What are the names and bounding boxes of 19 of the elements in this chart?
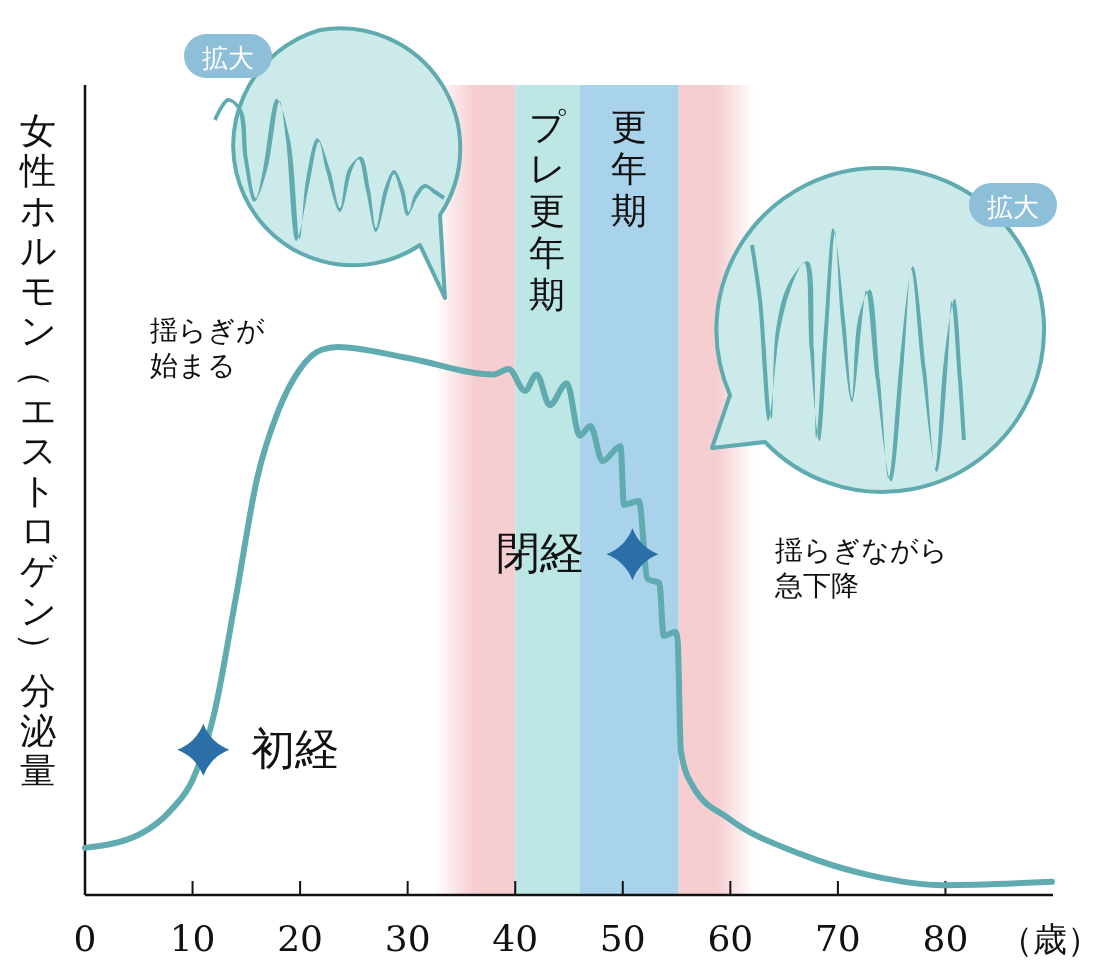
text: 拡大: [987, 192, 1039, 222]
x-tick-label: 30: [384, 918, 431, 959]
x-tick-label: 60: [707, 918, 754, 959]
x-tick-label: 40: [492, 918, 539, 959]
x-axis-title: （歳）: [999, 919, 1101, 959]
x-tick-label: 0: [73, 918, 97, 959]
text: 拡大: [202, 43, 254, 73]
annotation: 揺らぎが始まる: [150, 314, 265, 382]
annotation: 揺らぎながら急下降: [774, 534, 948, 602]
annotation: 閉経: [496, 527, 585, 579]
x-tick-label: 80: [922, 918, 969, 959]
band-label: プレ更年期: [529, 105, 567, 315]
x-tick-label: 10: [169, 918, 216, 959]
text: 女性ホルモン（エストロゲン）分泌量: [16, 109, 58, 791]
x-tick-label: 70: [814, 918, 861, 959]
band-label: 更年期: [611, 105, 648, 231]
x-tick-label: 50: [599, 918, 646, 959]
x-tick-label: 20: [277, 918, 324, 959]
annotation: 初経: [251, 722, 340, 774]
